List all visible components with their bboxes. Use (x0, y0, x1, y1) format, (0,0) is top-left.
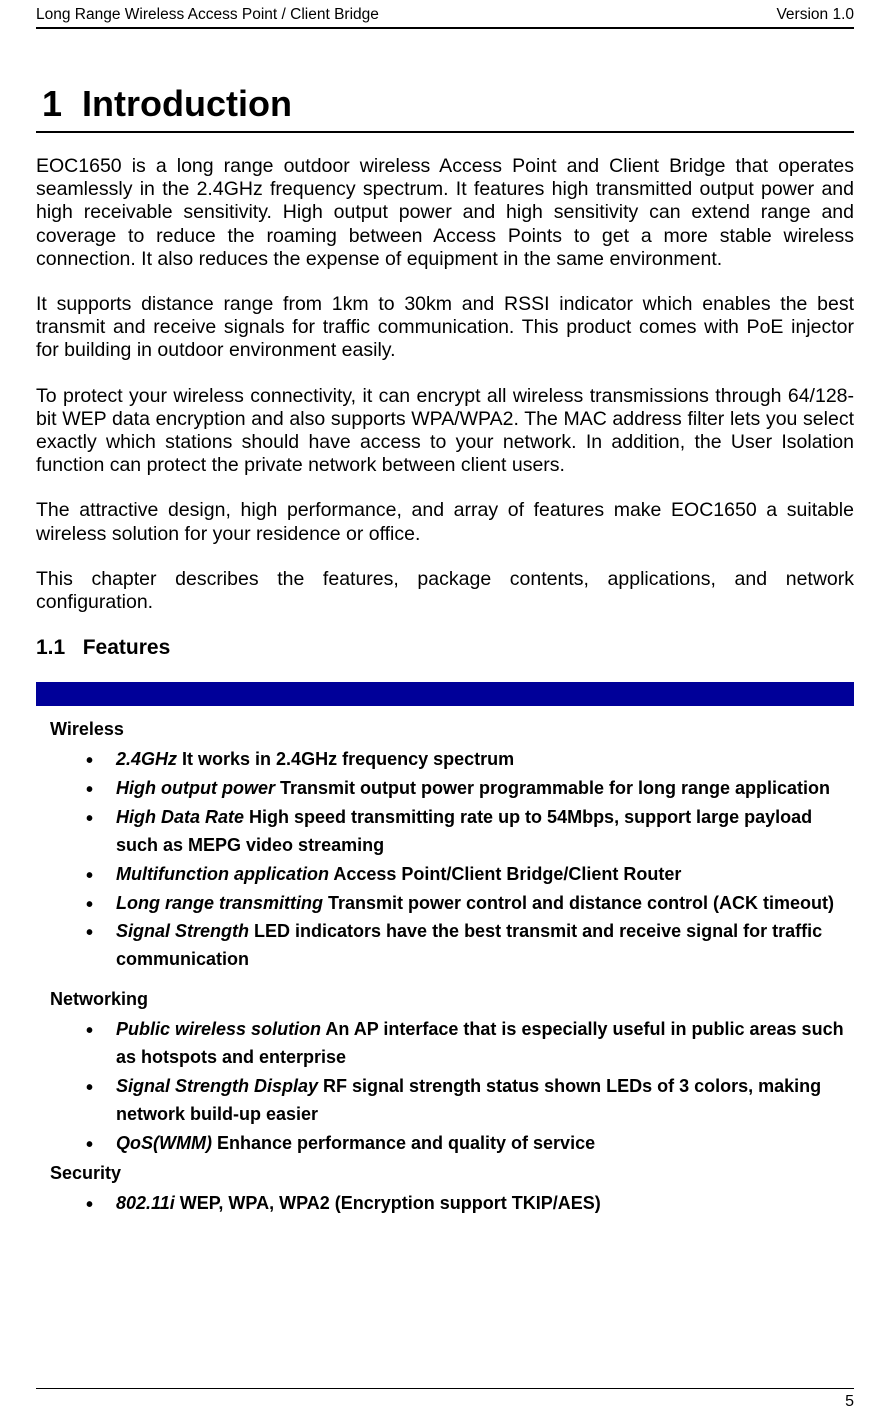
page-number: 5 (36, 1393, 854, 1411)
page-footer: 5 (36, 1388, 854, 1411)
list-item: QoS(WMM) Enhance performance and quality… (86, 1130, 854, 1158)
header-left: Long Range Wireless Access Point / Clien… (36, 6, 379, 24)
list-item: Public wireless solution An AP interface… (86, 1016, 854, 1072)
list-item: Multifunction application Access Point/C… (86, 861, 854, 889)
wireless-list: 2.4GHz It works in 2.4GHz frequency spec… (50, 746, 854, 974)
list-item: High Data Rate High speed transmitting r… (86, 804, 854, 860)
security-list: 802.11i WEP, WPA, WPA2 (Encryption suppo… (50, 1190, 854, 1218)
footer-rule (36, 1388, 854, 1389)
header-right: Version 1.0 (776, 6, 854, 24)
list-item: Signal Strength Display RF signal streng… (86, 1073, 854, 1129)
features-block: Wireless 2.4GHz It works in 2.4GHz frequ… (36, 716, 854, 1217)
list-item: 802.11i WEP, WPA, WPA2 (Encryption suppo… (86, 1190, 854, 1218)
page-header: Long Range Wireless Access Point / Clien… (36, 0, 854, 27)
chapter-rule (36, 131, 854, 133)
chapter-title: 1 Introduction (42, 83, 854, 125)
intro-para-3: To protect your wireless connectivity, i… (36, 385, 854, 478)
section-title: 1.1 Features (36, 636, 854, 660)
list-item: 2.4GHz It works in 2.4GHz frequency spec… (86, 746, 854, 774)
intro-para-5: This chapter describes the features, pac… (36, 568, 854, 614)
category-networking: Networking (50, 986, 854, 1014)
intro-para-1: EOC1650 is a long range outdoor wireless… (36, 155, 854, 271)
networking-list: Public wireless solution An AP interface… (50, 1016, 854, 1157)
intro-para-2: It supports distance range from 1km to 3… (36, 293, 854, 363)
list-item: Signal Strength LED indicators have the … (86, 918, 854, 974)
category-wireless: Wireless (50, 716, 854, 744)
list-item: High output power Transmit output power … (86, 775, 854, 803)
header-rule (36, 27, 854, 29)
intro-para-4: The attractive design, high performance,… (36, 499, 854, 545)
category-security: Security (50, 1160, 854, 1188)
list-item: Long range transmitting Transmit power c… (86, 890, 854, 918)
features-header-bar (36, 682, 854, 706)
